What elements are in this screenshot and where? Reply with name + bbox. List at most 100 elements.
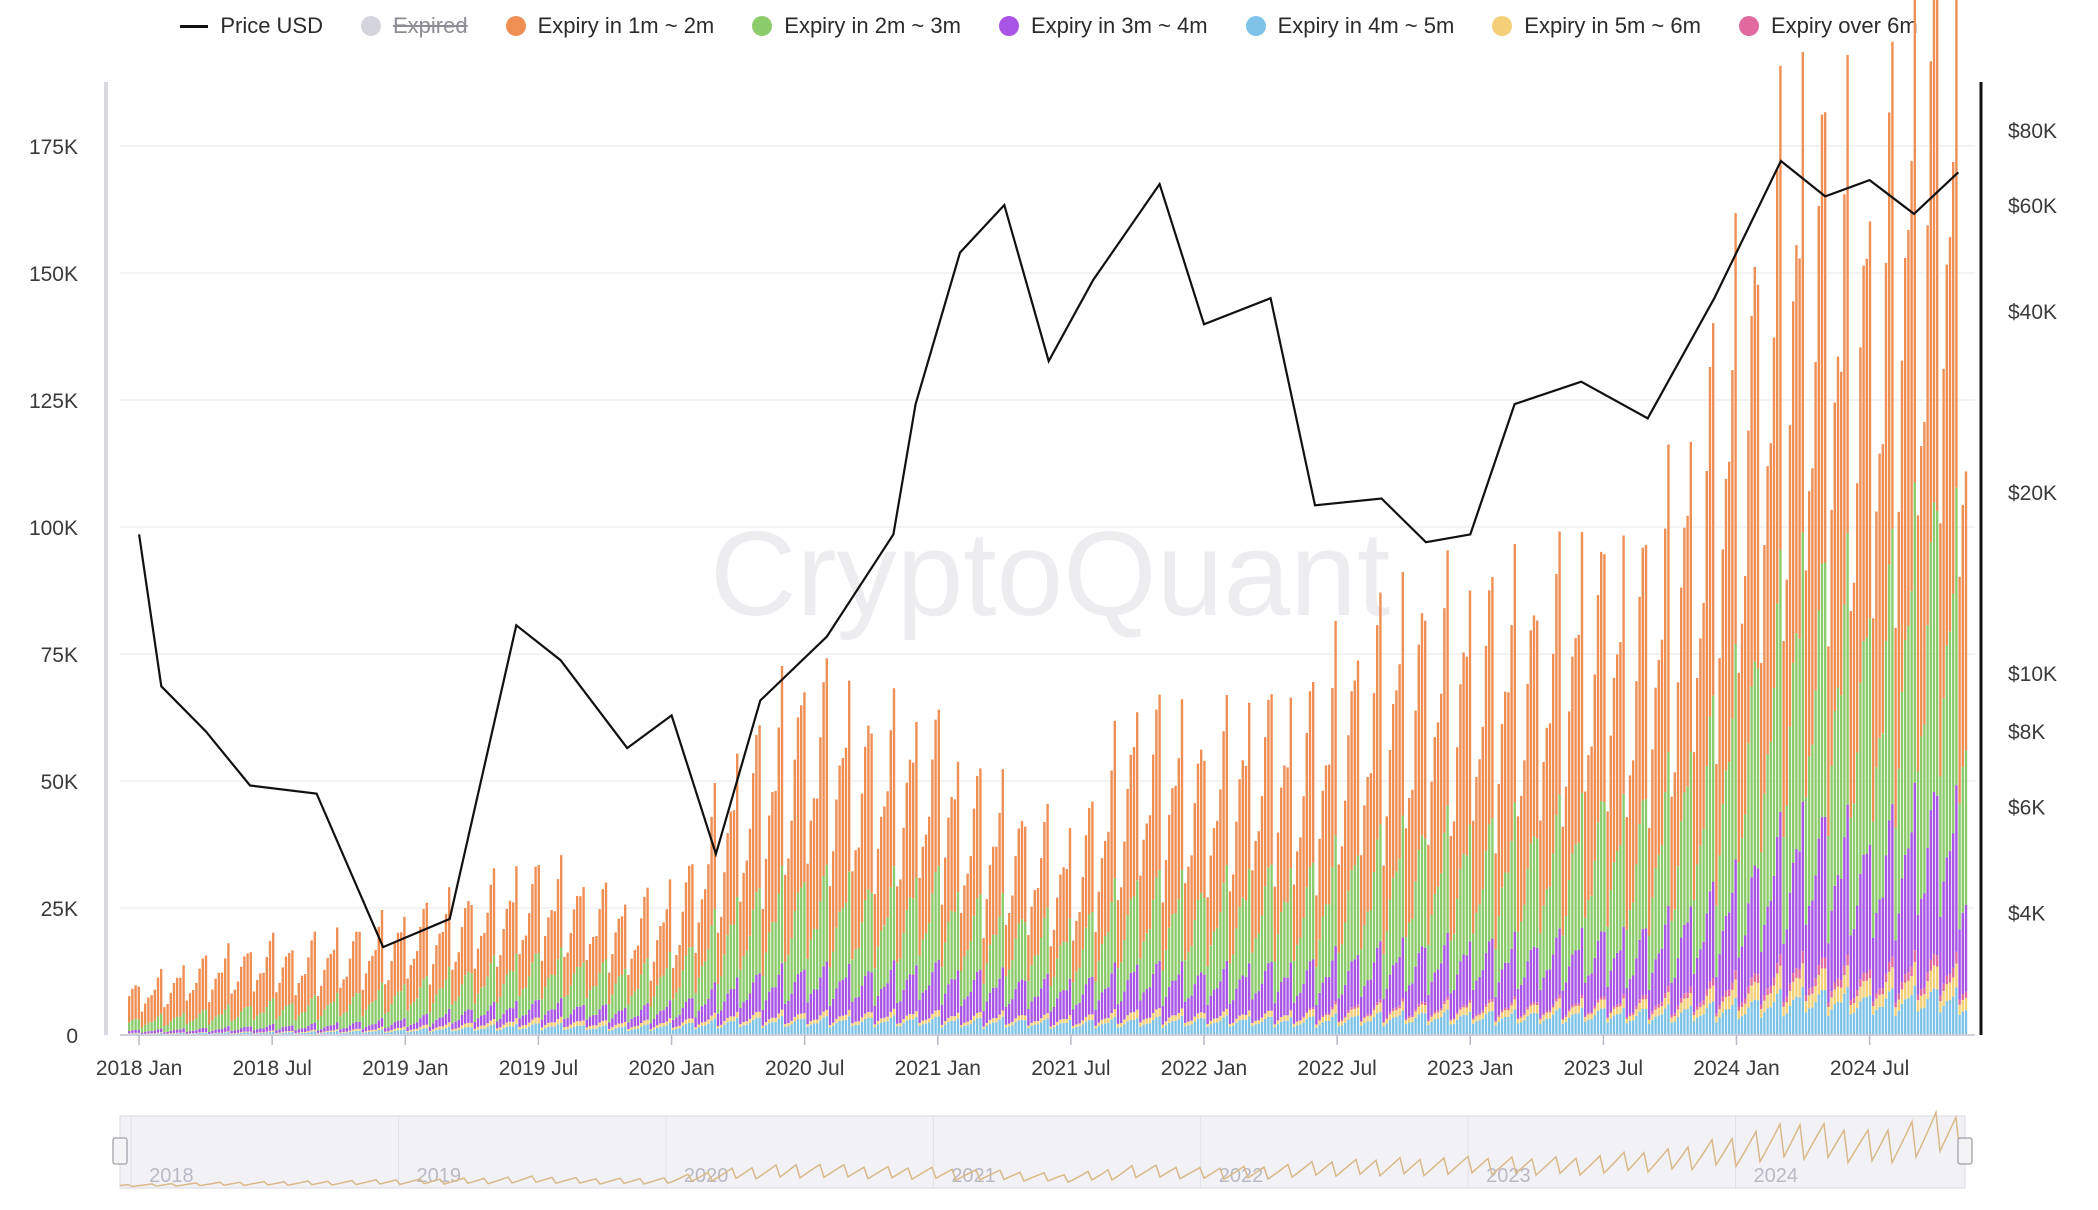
bar-segment-m2_3 (1715, 905, 1718, 977)
bar-segment-m1_2 (371, 955, 374, 1003)
bar-segment-m1_2 (1008, 913, 1011, 970)
bar-segment-m3_4 (1888, 820, 1891, 962)
bar-segment-m1_2 (998, 812, 1001, 917)
bar-segment-m4_5 (435, 1030, 438, 1035)
bar-segment-m1_2 (1571, 656, 1574, 854)
bar-segment-m5_6 (1369, 1015, 1372, 1022)
bar-segment-m4_5 (470, 1027, 473, 1035)
bar-segment-m2_3 (1449, 940, 1452, 994)
bar-segment-m1_2 (291, 950, 294, 1004)
bar-segment-m4_5 (710, 1020, 713, 1035)
bar-segment-m3_4 (691, 998, 694, 1019)
bar-segment-m1_2 (928, 816, 931, 924)
bar-segment-over6 (1920, 989, 1923, 996)
bar-segment-m2_3 (1507, 872, 1510, 963)
bar-segment-m1_2 (348, 958, 352, 1005)
bar-segment-m5_6 (1600, 999, 1603, 1009)
bar-segment-m4_5 (448, 1026, 451, 1035)
bar-segment-m3_4 (1001, 967, 1004, 1011)
bar-segment-m3_4 (995, 987, 998, 1018)
bar-segment-m4_5 (268, 1032, 272, 1035)
bar-segment-m2_3 (1100, 944, 1104, 993)
bar-segment-m4_5 (1532, 1012, 1536, 1035)
bar-segment-m2_3 (928, 923, 931, 986)
bar-segment-m3_4 (1206, 1004, 1209, 1024)
bar-segment-m1_2 (1440, 693, 1443, 874)
bar-segment-m4_5 (1145, 1023, 1148, 1035)
bar-segment-m4_5 (1788, 1005, 1792, 1035)
bar-segment-m4_5 (1622, 1007, 1625, 1035)
bar-segment-m5_6 (435, 1027, 438, 1031)
bar-segment-m5_6 (307, 1031, 310, 1033)
bar-segment-m4_5 (729, 1021, 732, 1035)
bar-segment-m4_5 (486, 1027, 489, 1035)
bar-segment-m5_6 (752, 1014, 755, 1020)
legend-item-price[interactable]: Price USD (180, 13, 323, 39)
bar-segment-m2_3 (1014, 938, 1017, 989)
bar-segment-m4_5 (1465, 1015, 1468, 1035)
legend-item-m4_5[interactable]: Expiry in 4m ~ 5m (1245, 13, 1454, 39)
bar-segment-m4_5 (1110, 1019, 1113, 1035)
bar-segment-m2_3 (1078, 967, 1081, 1003)
bar-segment-m2_3 (444, 979, 448, 1014)
range-navigator[interactable]: 2018 2019 2020 2021 2022 2023 2024 (112, 1109, 1973, 1189)
bar-segment-m3_4 (1369, 979, 1372, 1015)
bar-segment-m1_2 (848, 680, 851, 872)
bar-segment-m4_5 (419, 1029, 422, 1035)
bar-segment-m2_3 (1408, 922, 1411, 986)
legend-item-expired[interactable]: Expired (361, 13, 468, 39)
bar-segment-over6 (1392, 1008, 1395, 1011)
bar-segment-m2_3 (1491, 818, 1494, 939)
bar-segment-m3_4 (790, 993, 793, 1021)
bar-segment-m5_6 (614, 1024, 617, 1029)
bar-segment-m5_6 (1094, 1026, 1097, 1029)
bar-segment-m5_6 (832, 1022, 835, 1026)
bar-segment-m2_3 (339, 1016, 342, 1030)
bar-segment-m1_2 (1830, 509, 1833, 766)
bar-segment-m4_5 (1417, 1014, 1420, 1035)
bar-segment-m3_4 (627, 1022, 630, 1029)
bar-segment-m1_2 (905, 782, 908, 910)
bar-segment-m4_5 (828, 1027, 832, 1035)
bar-segment-m1_2 (1545, 727, 1548, 890)
legend-item-m1_2[interactable]: Expiry in 1m ~ 2m (505, 13, 714, 39)
bar-segment-m1_2 (1558, 531, 1561, 795)
bar-segment-m4_5 (1715, 1022, 1718, 1035)
bar-segment-m2_3 (1779, 549, 1782, 812)
bar-segment-m3_4 (1468, 941, 1472, 1000)
bar-segment-m3_4 (566, 1018, 569, 1027)
legend-item-m5_6[interactable]: Expiry in 5m ~ 6m (1492, 13, 1701, 39)
bar-segment-m4_5 (1040, 1022, 1043, 1035)
bar-segment-m1_2 (1782, 641, 1785, 838)
legend-item-over6[interactable]: Expiry over 6m (1738, 13, 1918, 39)
bar-segment-m3_4 (1353, 959, 1356, 1007)
bar-segment-m5_6 (598, 1022, 601, 1027)
bar-segment-m1_2 (1049, 946, 1052, 986)
bar-segment-m3_4 (1372, 962, 1376, 1008)
bar-segment-over6 (1616, 1004, 1619, 1008)
bar-segment-m1_2 (668, 879, 672, 952)
bar-segment-m3_4 (128, 1031, 131, 1034)
bar-segment-m2_3 (1174, 913, 1177, 981)
navigator-handle-right[interactable] (1957, 1137, 1973, 1165)
bar-segment-m3_4 (1209, 995, 1212, 1021)
bar-segment-m3_4 (1104, 988, 1107, 1019)
bar-segment-m1_2 (838, 765, 841, 912)
bar-segment-m1_2 (1520, 795, 1523, 922)
bar-segment-m2_3 (1280, 912, 1283, 982)
bar-segment-m4_5 (1401, 1010, 1404, 1035)
bar-segment-m2_3 (540, 999, 544, 1020)
bar-segment-m3_4 (1328, 976, 1331, 1014)
legend-label: Expiry in 2m ~ 3m (784, 13, 961, 38)
bar-segment-m3_4 (534, 1000, 537, 1018)
bar-segment-m5_6 (502, 1024, 505, 1029)
legend-item-m3_4[interactable]: Expiry in 3m ~ 4m (998, 13, 1208, 39)
bar-segment-m2_3 (1664, 792, 1667, 925)
bar-segment-m2_3 (262, 1012, 265, 1029)
bar-segment-m4_5 (1436, 1018, 1440, 1035)
bar-segment-m2_3 (720, 976, 723, 1011)
bar-segment-m3_4 (896, 1002, 899, 1024)
navigator-handle-left[interactable] (112, 1137, 128, 1165)
bar-segment-m5_6 (403, 1026, 406, 1030)
legend-item-m2_3[interactable]: Expiry in 2m ~ 3m (752, 13, 961, 39)
